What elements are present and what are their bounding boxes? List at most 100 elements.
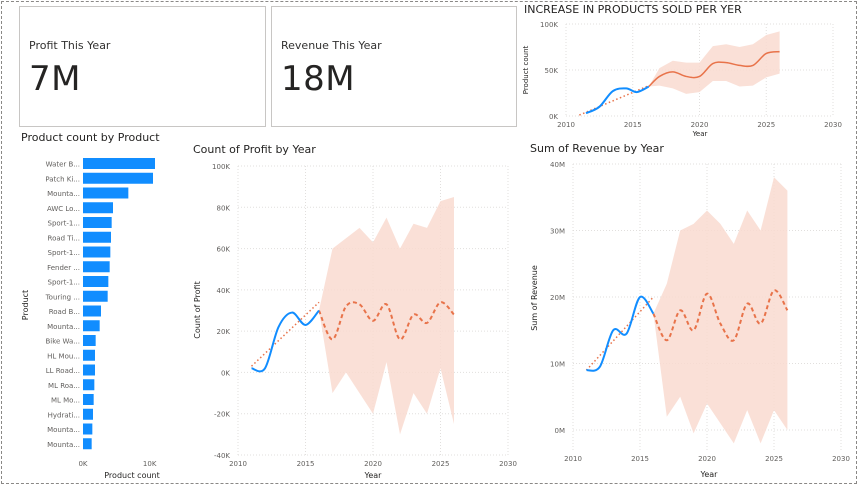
revenue-card[interactable]: Revenue This Year 18M bbox=[271, 6, 517, 127]
revenue-by-year-yaxis-title: Sum of Revenue bbox=[530, 265, 539, 331]
product-xaxis-title: Product count bbox=[104, 471, 160, 480]
revenue-by-year-trend-line bbox=[585, 296, 654, 371]
revenue-by-year-xtick-label: 2010 bbox=[564, 455, 582, 463]
revenue-by-year-xtick-label: 2020 bbox=[698, 455, 716, 463]
product-category-label: Fender ... bbox=[47, 264, 80, 272]
product-category-label: AWC Lo... bbox=[47, 205, 80, 213]
profit-by-year-title: Count of Profit by Year bbox=[193, 143, 316, 156]
profit-by-year-yaxis-title: Count of Profit bbox=[193, 281, 202, 338]
revenue-by-year-ytick-label: 20M bbox=[550, 294, 565, 302]
product-bar bbox=[83, 305, 101, 317]
profit-by-year-forecast-line bbox=[318, 301, 455, 341]
product-bar bbox=[83, 276, 109, 287]
product-category-label: Water B... bbox=[46, 161, 80, 169]
product-bar bbox=[83, 231, 111, 243]
product-bar bbox=[83, 423, 93, 435]
product-bar bbox=[83, 349, 95, 361]
product-category-label: Sport-1... bbox=[48, 220, 80, 228]
products-sold-actual-line bbox=[585, 85, 650, 115]
products-sold-forecast-line bbox=[648, 50, 780, 88]
product-bar bbox=[83, 261, 110, 273]
products-sold-title: INCREASE IN PRODUCTS SOLD PER YER bbox=[524, 3, 742, 16]
profit-by-year-xtick-label: 2015 bbox=[297, 460, 315, 468]
products-sold-xtick-label: 2025 bbox=[757, 121, 775, 129]
profit-by-year-ytick-label: -40K bbox=[214, 452, 230, 460]
product-bar bbox=[83, 246, 111, 258]
product-category-label: Road Ti... bbox=[48, 234, 80, 242]
product-bar bbox=[83, 438, 92, 450]
products-sold-ytick-label: 50K bbox=[545, 67, 559, 75]
products-sold-yaxis-title: Product count bbox=[522, 45, 530, 94]
profit-card-label: Profit This Year bbox=[29, 39, 111, 52]
revenue-by-year-ytick-label: 30M bbox=[550, 228, 565, 236]
product-category-label: ML Mo... bbox=[51, 397, 80, 405]
product-xtick-label: 0K bbox=[78, 460, 87, 468]
product-category-label: Bike Wa... bbox=[45, 338, 80, 346]
profit-by-year-ytick-label: -20K bbox=[214, 411, 230, 419]
product-bar bbox=[83, 202, 113, 214]
product-count-title: Product count by Product bbox=[21, 131, 160, 144]
profit-by-year-ytick-label: 20K bbox=[217, 328, 231, 336]
product-category-label: Mounta... bbox=[47, 323, 80, 331]
revenue-by-year-forecast-band bbox=[653, 177, 788, 444]
product-category-label: Road B... bbox=[49, 308, 80, 316]
revenue-by-year-xtick-label: 2015 bbox=[631, 455, 649, 463]
profit-by-year-ytick-label: 40K bbox=[217, 287, 231, 295]
profit-by-year-xaxis-title: Year bbox=[364, 471, 383, 480]
revenue-by-year-ytick-label: 40M bbox=[550, 161, 565, 169]
product-category-label: Hydrati... bbox=[48, 411, 80, 419]
profit-by-year-xtick-label: 2010 bbox=[229, 460, 247, 468]
product-bar bbox=[83, 364, 95, 376]
product-bar bbox=[83, 379, 95, 391]
products-sold-ytick-label: 100K bbox=[540, 21, 558, 29]
product-bar bbox=[83, 408, 93, 420]
product-category-label: HL Mou... bbox=[47, 352, 80, 360]
revenue-card-label: Revenue This Year bbox=[281, 39, 382, 52]
product-category-label: Mounta... bbox=[47, 426, 80, 434]
revenue-by-year-xtick-label: 2030 bbox=[832, 455, 850, 463]
products-sold-ytick-label: 0K bbox=[549, 113, 558, 121]
products-sold-xtick-label: 2020 bbox=[691, 121, 709, 129]
product-category-label: Sport-1... bbox=[48, 249, 80, 257]
product-category-label: Patch Ki... bbox=[45, 175, 80, 183]
products-sold-trend-line bbox=[579, 84, 650, 116]
profit-by-year-trend-line bbox=[250, 301, 320, 367]
product-xtick-label: 10K bbox=[143, 460, 157, 468]
revenue-by-year-xtick-label: 2025 bbox=[765, 455, 783, 463]
profit-by-year-forecast-band bbox=[319, 196, 454, 435]
product-category-label: Mounta... bbox=[47, 190, 80, 198]
revenue-by-year-forecast-line bbox=[652, 289, 789, 342]
products-sold-xaxis-title: Year bbox=[692, 130, 708, 138]
product-category-label: ML Roa... bbox=[48, 382, 80, 390]
products-sold-xtick-label: 2010 bbox=[557, 121, 575, 129]
product-bar bbox=[83, 394, 94, 405]
product-yaxis-title: Product bbox=[21, 290, 30, 320]
product-bar bbox=[83, 217, 112, 228]
revenue-card-value: 18M bbox=[281, 59, 356, 99]
profit-by-year-ytick-label: 60K bbox=[217, 246, 231, 254]
product-bar bbox=[83, 320, 100, 332]
product-bar bbox=[83, 335, 96, 346]
profit-by-year-xtick-label: 2025 bbox=[432, 460, 450, 468]
profit-by-year-xtick-label: 2030 bbox=[499, 460, 517, 468]
products-sold-xtick-label: 2030 bbox=[824, 121, 842, 129]
revenue-by-year-title: Sum of Revenue by Year bbox=[530, 142, 664, 155]
revenue-by-year-actual-line bbox=[586, 295, 655, 372]
revenue-by-year-xaxis-title: Year bbox=[700, 470, 719, 479]
product-category-label: Mounta... bbox=[47, 441, 80, 449]
revenue-by-year-ytick-label: 10M bbox=[550, 361, 565, 369]
product-bar bbox=[83, 172, 153, 184]
product-bar bbox=[83, 158, 155, 169]
profit-by-year-ytick-label: 0K bbox=[221, 369, 230, 377]
products-sold-xtick-label: 2015 bbox=[624, 121, 642, 129]
product-bar bbox=[83, 187, 129, 199]
revenue-by-year-ytick-label: 0M bbox=[555, 427, 566, 435]
profit-card[interactable]: Profit This Year 7M bbox=[19, 6, 266, 127]
product-category-label: LL Road... bbox=[46, 367, 80, 375]
profit-by-year-actual-line bbox=[251, 309, 320, 373]
profit-by-year-ytick-label: 80K bbox=[217, 204, 231, 212]
product-category-label: Sport-1... bbox=[48, 279, 80, 287]
product-category-label: Touring ... bbox=[45, 293, 80, 301]
profit-card-value: 7M bbox=[29, 59, 81, 99]
